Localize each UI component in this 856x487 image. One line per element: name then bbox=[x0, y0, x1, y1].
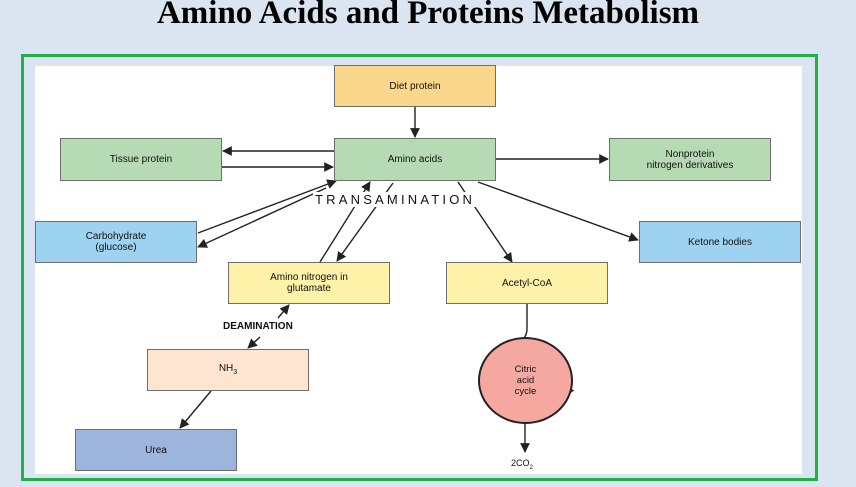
node-tissue-protein: Tissue protein bbox=[60, 138, 222, 181]
node-carbohydrate: Carbohydrate (glucose) bbox=[35, 221, 197, 263]
node-acetyl-coa: Acetyl-CoA bbox=[446, 262, 608, 304]
transamination-label: TRANSAMINATION bbox=[313, 192, 478, 207]
arrow-carbohydrate-to-amino bbox=[197, 179, 337, 234]
node-diet-protein: Diet protein bbox=[334, 65, 496, 107]
node-amino-nitrogen-glutamate: Amino nitrogen in glutamate bbox=[228, 262, 390, 304]
page-title: Amino Acids and Proteins Metabolism bbox=[156, 0, 700, 31]
node-co2: 2CO2 bbox=[511, 458, 533, 471]
arrow-deamination-to-glutamate bbox=[277, 304, 290, 319]
node-urea: Urea bbox=[75, 429, 237, 471]
arrow-deamination-to-nh3 bbox=[247, 336, 261, 349]
node-nh3: NH3 bbox=[147, 349, 309, 391]
deamination-label: DEAMINATION bbox=[223, 321, 293, 332]
node-amino-acids: Amino acids bbox=[334, 138, 496, 181]
node-citric-acid-cycle: Citric acid cycle bbox=[478, 337, 573, 424]
arrow-amino-to-carbohydrate bbox=[197, 187, 327, 248]
node-ketone-bodies: Ketone bodies bbox=[639, 221, 801, 263]
node-nonprotein-nitrogen: Nonprotein nitrogen derivatives bbox=[609, 138, 771, 181]
arrow-amino-to-ketone bbox=[477, 181, 639, 242]
arrow-nh3-to-urea bbox=[179, 390, 212, 429]
